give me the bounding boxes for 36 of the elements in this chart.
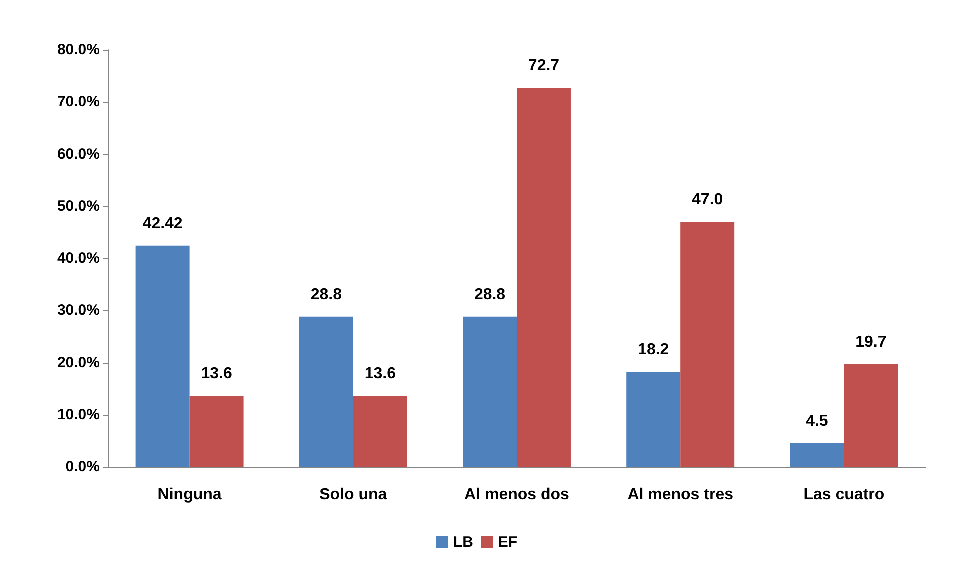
data-label: 72.7 xyxy=(528,58,560,75)
bar xyxy=(844,364,898,467)
legend-label: LB xyxy=(453,534,474,551)
y-tick-label: 0.0% xyxy=(66,458,100,476)
bar xyxy=(626,372,681,467)
y-tick-label: 10.0% xyxy=(57,406,100,424)
bar xyxy=(299,316,354,467)
y-tick-label: 70.0% xyxy=(57,94,100,111)
data-label: 28.8 xyxy=(474,286,506,304)
x-tick-label: Ninguna xyxy=(158,486,222,504)
bar xyxy=(463,316,517,467)
legend-label: EF xyxy=(498,534,518,551)
data-label: 13.6 xyxy=(364,366,396,383)
data-label: 47.0 xyxy=(692,192,724,209)
bar xyxy=(517,88,571,467)
bar xyxy=(190,396,244,467)
y-tick-label: 40.0% xyxy=(57,250,100,267)
y-tick-label: 20.0% xyxy=(57,354,100,372)
data-label: 18.2 xyxy=(638,342,670,359)
bar xyxy=(680,222,735,467)
bar xyxy=(353,396,408,467)
data-label: 4.5 xyxy=(806,413,828,430)
x-tick-label: Las cuatro xyxy=(804,486,885,504)
bar xyxy=(136,246,190,467)
y-tick-label: 80.0% xyxy=(57,42,100,58)
x-tick-label: Solo una xyxy=(320,486,388,504)
y-tick-label: 50.0% xyxy=(57,198,100,215)
data-label: 28.8 xyxy=(310,286,342,304)
data-label: 19.7 xyxy=(856,334,887,351)
x-tick-label: Al menos tres xyxy=(628,486,734,504)
data-label: 42.42 xyxy=(142,215,183,232)
x-tick-label: Al menos dos xyxy=(464,486,570,504)
y-tick-label: 60.0% xyxy=(57,146,100,163)
y-tick-label: 30.0% xyxy=(57,302,100,320)
bar xyxy=(790,444,844,467)
data-label: 13.6 xyxy=(201,366,232,383)
